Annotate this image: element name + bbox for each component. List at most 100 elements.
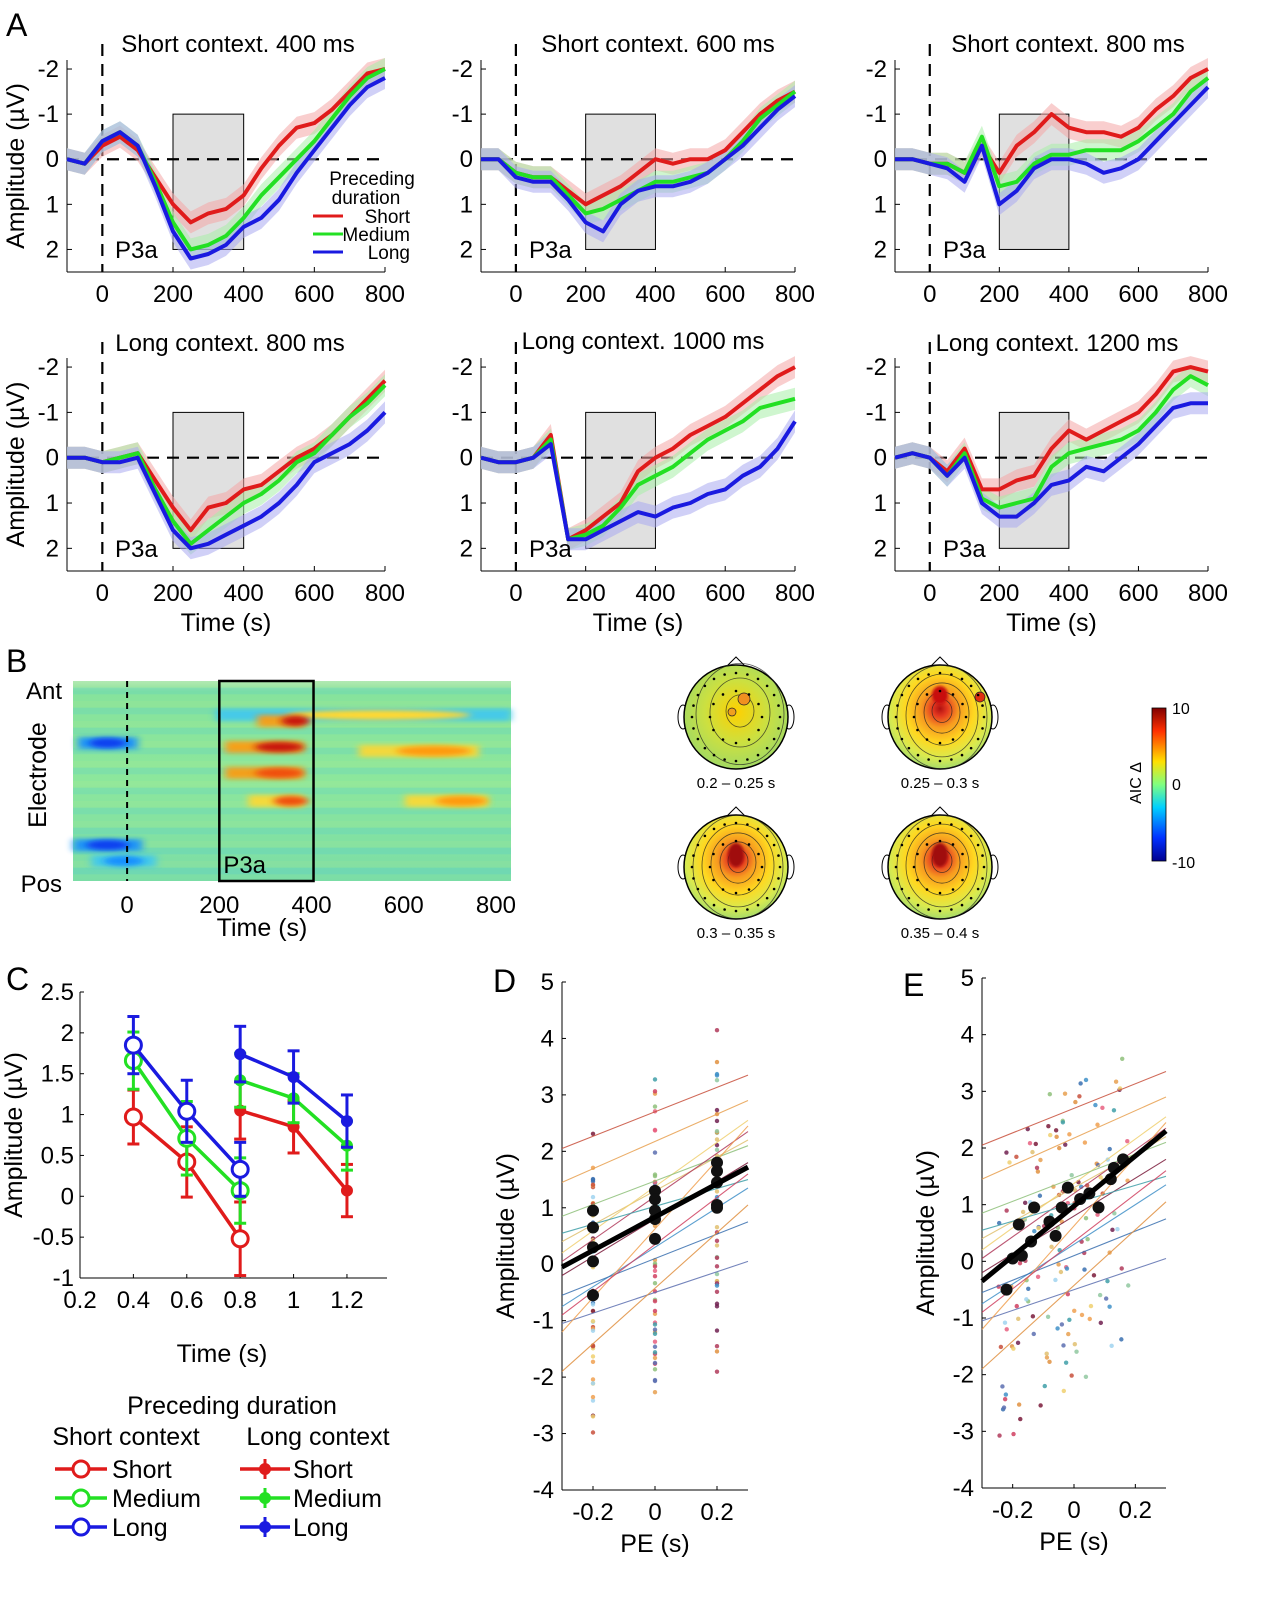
y-tick-label: -3	[533, 1421, 554, 1448]
subject-fit-line	[981, 1184, 1167, 1305]
topomap-head	[683, 664, 789, 770]
topomap-1: 0.2 – 0.25 s	[677, 656, 795, 792]
y-tick-label: -4	[533, 1477, 554, 1504]
subject-fit-line	[561, 1221, 749, 1296]
x-tick-label: 600	[705, 580, 745, 607]
subject-point	[714, 1304, 720, 1309]
y-tick-label: 0	[460, 146, 473, 173]
topomap-head	[887, 664, 993, 770]
y-tick-label: -3	[953, 1418, 974, 1445]
subject-point	[590, 1194, 596, 1200]
colorbar-tick: 10	[1172, 701, 1190, 718]
colorbar-tick: 0	[1172, 777, 1181, 794]
subject-point	[1034, 1165, 1040, 1170]
series-line-short	[66, 67, 386, 225]
x-tick-label: 0.8	[223, 1287, 256, 1314]
x-tick-label: 800	[1188, 580, 1228, 607]
subject-point	[652, 1339, 658, 1344]
erp-subplot-6: 0 200 400 600 800 -2 -1 0 1 2 P3a Long context. 120…	[866, 330, 1228, 637]
electrode	[981, 854, 984, 857]
x-tick-label: 0	[120, 892, 133, 919]
legend-label-short: Short	[365, 207, 411, 228]
confidence-band-long	[481, 85, 795, 243]
subject-point	[714, 1243, 720, 1248]
heatmap-row	[73, 847, 511, 855]
electrode	[712, 852, 715, 856]
mean-point	[587, 1204, 599, 1217]
y-tick-label: 1	[961, 1192, 974, 1219]
legend-title: Preceding	[329, 169, 415, 190]
electrode	[777, 877, 780, 880]
electrode	[696, 737, 700, 741]
electrode	[778, 865, 782, 869]
panel-label-e: E	[903, 967, 924, 1003]
x-axis-label: Time (s)	[593, 609, 684, 637]
mean-point	[587, 1221, 599, 1234]
subject-point	[996, 1220, 1002, 1226]
electrode	[721, 888, 725, 891]
electrode	[703, 896, 707, 900]
subject-point	[1032, 1228, 1037, 1234]
x-axis-label: PE (s)	[1039, 1528, 1108, 1556]
mean-point	[711, 1165, 723, 1178]
electrode	[712, 728, 715, 732]
legend-marker	[259, 1463, 271, 1475]
mean-point	[1012, 1218, 1025, 1231]
heatmap-cell	[254, 742, 304, 752]
electrode	[961, 728, 964, 732]
subject-point	[1063, 1360, 1069, 1365]
subject-point	[1046, 1123, 1051, 1129]
scatter-chart: -0.2 0 0.2 5 4 3 2 1 0 -1 -2 -3 -4 PE (s) Amplitude (µ…	[912, 965, 1168, 1556]
topomap-contour	[905, 673, 979, 758]
topomap-contour	[710, 832, 766, 896]
heatmap-cell	[273, 796, 309, 806]
electrode	[712, 753, 716, 757]
group-fit-line	[980, 1129, 1168, 1284]
subject-point	[714, 1118, 720, 1124]
topomap-4: 0.35 – 0.4 s	[881, 806, 999, 942]
y-tick-label: 0	[46, 445, 59, 472]
subject-point	[1085, 1237, 1090, 1242]
subject-point	[652, 1344, 658, 1349]
topomap-peak	[974, 691, 986, 703]
mean-point	[1061, 1181, 1074, 1194]
subject-point	[1126, 1283, 1131, 1288]
electrode	[938, 689, 942, 693]
subject-point	[1083, 1374, 1089, 1380]
electrode	[747, 693, 751, 696]
y-tick-label: 3	[541, 1082, 554, 1109]
mean-point	[1000, 1283, 1013, 1296]
electrode	[734, 689, 738, 693]
data-point-open	[230, 1159, 250, 1179]
electrode	[772, 737, 776, 741]
subject-point	[1053, 1277, 1058, 1283]
electrode	[757, 878, 760, 882]
erp-subplot-5: 0 200 400 600 800 -2 -1 0 1 2 P3a Long context. 100…	[452, 328, 815, 637]
data-point-filled	[234, 1048, 247, 1061]
electrode	[976, 843, 980, 847]
window-label: P3a	[943, 237, 986, 264]
subject-point	[1053, 1128, 1059, 1133]
subject-point	[1107, 1304, 1112, 1309]
electrode	[777, 704, 780, 707]
topomap-peak	[932, 686, 948, 704]
subplot-title: Long context. 1000 ms	[522, 328, 765, 355]
subject-fit-line	[981, 1257, 1167, 1322]
electrode	[925, 693, 929, 696]
electrode	[721, 843, 725, 846]
subject-point	[1036, 1225, 1041, 1231]
y-tick-label: -2	[866, 56, 887, 83]
subject-point	[1088, 1303, 1094, 1309]
subject-fit-line	[981, 1127, 1167, 1259]
window-label: P3a	[115, 237, 158, 264]
mean-point	[649, 1232, 661, 1245]
heatmap-row	[73, 841, 511, 848]
y-tick-label: 2	[46, 236, 59, 263]
subject-point	[1115, 1226, 1120, 1232]
subject-point	[714, 1238, 720, 1244]
electrode	[969, 834, 973, 838]
subject-point	[652, 1322, 658, 1327]
electrode	[746, 758, 749, 761]
electrode	[692, 727, 695, 730]
x-tick-label: 400	[224, 580, 264, 607]
